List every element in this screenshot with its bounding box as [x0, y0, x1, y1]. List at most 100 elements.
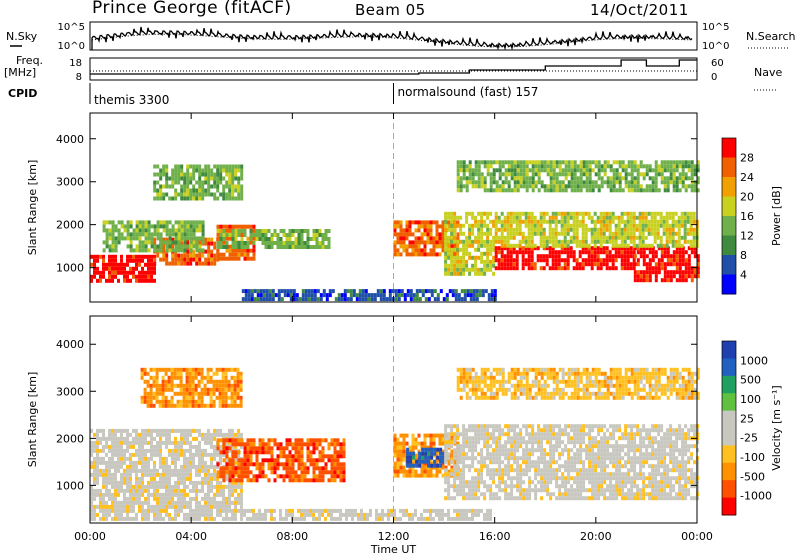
power-cell	[687, 246, 691, 251]
velocity-cell	[504, 456, 508, 461]
velocity-cell	[93, 476, 96, 481]
velocity-cell	[159, 500, 162, 505]
velocity-cell	[294, 442, 298, 447]
velocity-cell	[537, 488, 541, 493]
power-cell	[129, 278, 132, 283]
power-cell	[492, 172, 496, 177]
power-cell	[180, 257, 184, 262]
velocity-cell	[528, 424, 532, 429]
power-cell	[513, 168, 517, 173]
power-cell	[696, 262, 700, 267]
power-cell	[557, 266, 561, 271]
velocity-cell	[102, 468, 105, 473]
velocity-cell	[567, 432, 571, 437]
power-cell	[627, 172, 631, 177]
velocity-cell	[333, 454, 337, 459]
power-cell	[696, 258, 700, 263]
velocity-cell	[537, 464, 541, 469]
velocity-cell	[291, 466, 295, 471]
velocity-cell	[519, 456, 523, 461]
velocity-cell	[303, 470, 307, 475]
velocity-cell	[108, 492, 111, 497]
power-cell	[657, 164, 661, 169]
power-cell	[459, 188, 463, 193]
power-cell	[222, 184, 226, 189]
velocity-cell	[303, 478, 307, 483]
velocity-cell	[246, 470, 250, 475]
velocity-cell	[291, 470, 295, 475]
velocity-cell	[105, 480, 108, 485]
power-cell	[665, 239, 669, 244]
power-cell	[129, 220, 133, 225]
power-cell	[459, 168, 463, 173]
power-cell	[474, 259, 478, 264]
velocity-cell	[573, 428, 577, 433]
power-cell	[587, 246, 591, 251]
velocity-cell	[255, 462, 259, 467]
power-cell	[696, 270, 700, 275]
power-cell	[627, 184, 631, 189]
velocity-cell	[570, 464, 574, 469]
power-cell	[438, 240, 442, 245]
power-cell	[642, 278, 646, 283]
velocity-cell	[546, 476, 550, 481]
velocity-cell	[108, 464, 111, 469]
power-cell	[569, 235, 573, 240]
velocity-cell	[546, 428, 550, 433]
power-cell	[692, 219, 696, 224]
power-cell	[294, 237, 298, 241]
velocity-cell	[489, 436, 493, 441]
velocity-cell	[168, 476, 171, 481]
power-cell	[262, 289, 266, 294]
velocity-cell	[507, 436, 511, 441]
velocity-cell	[552, 424, 556, 429]
power-cell	[530, 211, 534, 216]
velocity-cell	[198, 444, 201, 449]
power-cell	[608, 227, 612, 232]
cpid-mode-label: normalsound (fast) 157	[398, 85, 539, 99]
power-cell	[654, 270, 658, 275]
power-cell	[593, 223, 597, 228]
velocity-cell	[510, 484, 514, 489]
power-cell	[678, 274, 682, 279]
velocity-cell	[309, 462, 313, 467]
power-cell	[141, 220, 145, 225]
power-cell	[483, 223, 487, 228]
velocity-cell	[162, 464, 165, 469]
power-cell	[693, 180, 697, 185]
power-cell	[303, 241, 307, 245]
power-cell	[207, 184, 211, 189]
velocity-cell	[522, 496, 526, 501]
power-cell	[552, 168, 556, 173]
power-cell	[447, 215, 451, 220]
power-cell	[588, 168, 592, 173]
velocity-cell	[141, 484, 144, 489]
velocity-cell	[447, 436, 451, 441]
velocity-cell	[567, 464, 571, 469]
velocity-cell	[123, 456, 126, 461]
power-cell	[216, 229, 220, 233]
velocity-cell	[117, 460, 120, 465]
power-cell	[285, 241, 289, 245]
velocity-cell	[442, 459, 446, 464]
power-cell	[162, 220, 166, 225]
velocity-cell	[447, 452, 451, 457]
power-cell	[234, 172, 238, 177]
velocity-cell	[276, 458, 280, 463]
power-cell	[636, 278, 640, 283]
power-cell	[213, 245, 217, 250]
power-cell	[693, 184, 697, 189]
power-cell	[123, 270, 126, 275]
power-cell	[192, 172, 196, 177]
velocity-cell	[486, 464, 490, 469]
power-cell	[186, 192, 190, 197]
velocity-cell	[435, 453, 439, 458]
power-cell	[623, 258, 627, 263]
power-cell	[633, 254, 637, 259]
power-cell	[486, 239, 490, 244]
power-cell	[579, 168, 583, 173]
power-cell	[620, 262, 624, 267]
power-cell	[162, 228, 166, 233]
power-cell	[108, 228, 112, 233]
power-cell	[471, 243, 475, 248]
